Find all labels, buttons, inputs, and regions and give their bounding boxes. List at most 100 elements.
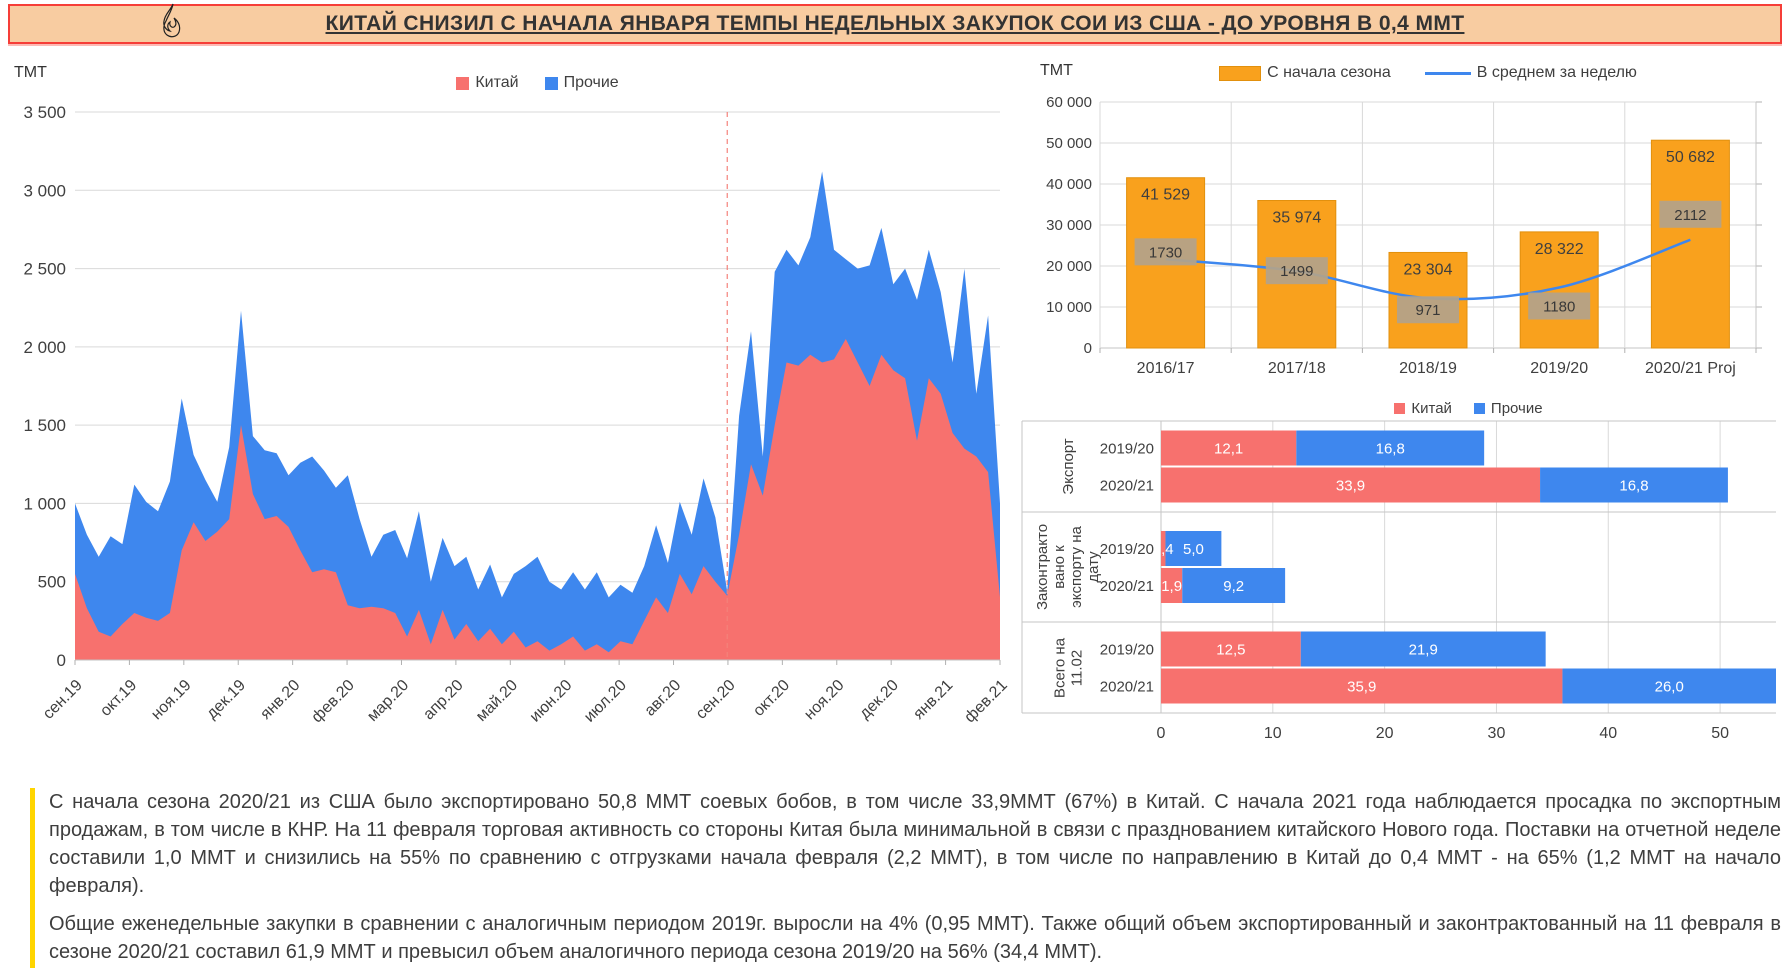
legend-item-others: Прочие	[544, 74, 619, 92]
row-year-label: 2020/21	[1100, 478, 1154, 495]
bar-chart-unit-label: ТМТ	[1040, 62, 1073, 79]
hbar-group-label: Всего на 11.02	[1051, 637, 1085, 698]
others-bar-segment	[1296, 430, 1485, 466]
x-axis-label: ноя.19	[148, 677, 194, 723]
x-axis-label: апр.20	[420, 677, 467, 724]
x-axis-label: 2016/17	[1137, 360, 1195, 377]
legend-item-others-hbar: Прочие	[1473, 400, 1543, 417]
bar-value-label: 41 529	[1141, 187, 1190, 204]
commentary: С начала сезона 2020/21 из США было эксп…	[30, 788, 1781, 968]
china-bar-segment	[1161, 568, 1183, 603]
others-legend-label: Прочие	[563, 74, 619, 91]
page-title: КИТАЙ СНИЗИЛ С НАЧАЛА ЯНВАРЯ ТЕМПЫ НЕДЕЛ…	[325, 12, 1465, 35]
china-segment-label: 1,9	[1161, 578, 1182, 595]
season-legend-label: С начала сезона	[1267, 64, 1391, 81]
others-legend-swatch	[544, 76, 558, 90]
line-value-box	[1659, 200, 1722, 228]
y-axis-label: 1 000	[23, 494, 66, 513]
row-year-label: 2019/20	[1100, 541, 1154, 558]
x-axis-label: фев.21	[961, 677, 1010, 726]
china-hbar-legend-label: Китай	[1411, 400, 1452, 417]
x-axis-label: май.20	[473, 677, 521, 725]
china-segment-label: 35,9	[1347, 679, 1376, 696]
hbar-group-label-wrap: Экспорт	[1024, 421, 1112, 512]
row-year-label: 2020/21	[1100, 679, 1154, 696]
x-axis-label: 50	[1711, 725, 1729, 742]
others-segment-label: 5,0	[1183, 541, 1204, 558]
others-hbar-legend-swatch	[1473, 403, 1485, 414]
y-axis-label: 2 500	[23, 260, 66, 279]
x-axis-label: окт.20	[750, 677, 793, 720]
others-bar-segment	[1300, 631, 1546, 667]
x-axis-label: июл.20	[581, 677, 630, 726]
x-axis-label: дек.19	[203, 677, 249, 723]
bar-value-label: 28 322	[1535, 241, 1584, 258]
season-bar-legend-swatch	[1219, 65, 1262, 81]
china-legend-label: Китай	[475, 74, 519, 91]
bar-value-label: 35 974	[1272, 210, 1321, 227]
x-axis-label: сен.20	[693, 677, 739, 723]
y-axis-label: 0	[1084, 340, 1092, 357]
china-bar-segment	[1161, 531, 1166, 566]
y-axis-label: 10 000	[1046, 299, 1092, 316]
hbar-chart-legend: Китай Прочие	[1161, 400, 1776, 417]
flame-icon	[163, 3, 181, 38]
bar-value-label: 23 304	[1404, 261, 1453, 278]
x-axis-label: сен.19	[40, 677, 86, 723]
y-axis-label: 0	[57, 651, 66, 670]
line-value-label: 1730	[1149, 244, 1182, 261]
china-hbar-legend-swatch	[1394, 403, 1406, 414]
y-axis-label: 40 000	[1046, 176, 1092, 193]
others-segment-label: 9,2	[1223, 578, 1244, 595]
x-axis-label: дек.20	[856, 677, 902, 723]
x-axis-label: мар.20	[364, 677, 412, 725]
seasonal-purchases-bar-chart: 60 000 50 000 40 000 30 000 20 000 10 000 0 41 …	[1046, 94, 1762, 377]
line-value-box	[1528, 292, 1591, 320]
x-axis-label: авг.20	[642, 677, 685, 720]
others-segment-label: 16,8	[1376, 441, 1405, 458]
y-axis-label: 20 000	[1046, 258, 1092, 275]
x-axis-label: 20	[1376, 725, 1394, 742]
legend-item-weekly-avg: В среднем за неделю	[1424, 64, 1637, 82]
legend-item-china: Китай	[456, 74, 519, 92]
x-axis-label: 2018/19	[1399, 360, 1457, 377]
china-area-series	[75, 339, 1000, 660]
weekly-avg-legend-swatch	[1424, 71, 1471, 75]
others-bar-segment	[1165, 531, 1222, 566]
row-year-label: 2019/20	[1100, 642, 1154, 659]
y-axis-label: 60 000	[1046, 94, 1092, 111]
row-year-label: 2019/20	[1100, 441, 1154, 458]
y-axis-label: 1 500	[23, 416, 66, 435]
others-hbar-legend-label: Прочие	[1490, 400, 1543, 417]
header-bar: КИТАЙ СНИЗИЛ С НАЧАЛА ЯНВАРЯ ТЕМПЫ НЕДЕЛ…	[8, 3, 1782, 44]
legend-item-china-hbar: Китай	[1394, 400, 1452, 417]
line-value-box	[1134, 238, 1197, 266]
others-bar-segment	[1540, 467, 1728, 503]
y-axis-label: 30 000	[1046, 217, 1092, 234]
others-bar-segment	[1562, 668, 1776, 704]
china-bar-segment	[1161, 631, 1301, 667]
line-value-label: 2112	[1674, 207, 1706, 224]
china-segment-label: 0,4	[1153, 541, 1174, 558]
china-segment-label: 12,1	[1214, 441, 1243, 458]
x-axis-label: фев.20	[309, 677, 358, 726]
line-value-box	[1397, 296, 1459, 324]
others-segment-label: 21,9	[1409, 642, 1438, 659]
bar-chart-legend: С начала сезона В среднем за неделю	[1100, 64, 1756, 82]
y-axis-label: 2 000	[23, 338, 66, 357]
bar-value-label: 50 682	[1666, 149, 1715, 166]
others-segment-label: 16,8	[1619, 478, 1648, 495]
y-axis-label: 500	[38, 573, 66, 592]
hbar-group-label-wrap: Всего на 11.02	[1024, 622, 1112, 713]
china-bar-segment	[1161, 467, 1541, 503]
line-value-label: 971	[1415, 302, 1440, 319]
china-bar-segment	[1161, 430, 1297, 466]
legend-item-season: С начала сезона	[1219, 64, 1391, 82]
x-axis-label: 10	[1264, 725, 1282, 742]
china-bar-segment	[1161, 668, 1563, 704]
commentary-paragraph-1: С начала сезона 2020/21 из США было эксп…	[49, 791, 1781, 897]
line-value-label: 1180	[1543, 299, 1575, 316]
row-year-label: 2020/21	[1100, 578, 1154, 595]
china-legend-swatch	[456, 76, 470, 90]
